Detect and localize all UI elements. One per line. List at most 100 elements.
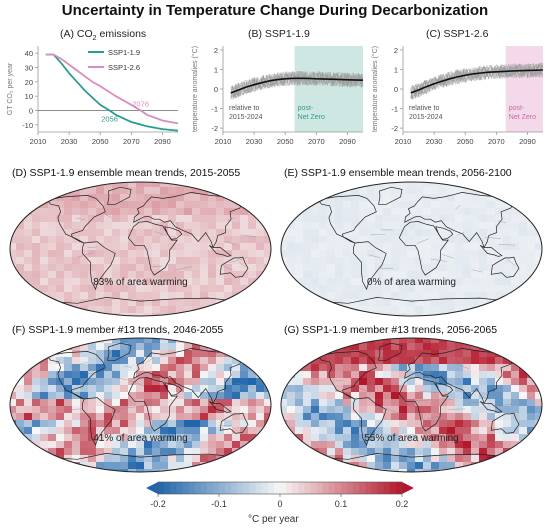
map-cell bbox=[295, 292, 304, 300]
map-cell bbox=[487, 469, 496, 472]
map-cell bbox=[391, 292, 400, 300]
map-cell bbox=[160, 208, 169, 216]
map-cell bbox=[399, 399, 408, 407]
map-cell bbox=[447, 236, 456, 244]
map-cell bbox=[56, 427, 65, 435]
map-cell bbox=[176, 413, 185, 421]
map-field bbox=[281, 182, 542, 316]
continent-outline-namerica bbox=[317, 195, 377, 244]
map-cell bbox=[32, 406, 41, 414]
map-cell bbox=[479, 292, 488, 300]
map-cell bbox=[367, 357, 376, 365]
map-cell bbox=[272, 201, 273, 209]
map-cell bbox=[495, 413, 504, 421]
continent-outline-australia bbox=[490, 412, 520, 434]
map-cell bbox=[168, 420, 177, 428]
map-cell bbox=[423, 229, 432, 237]
map-cell bbox=[527, 257, 536, 265]
map-cell bbox=[415, 182, 424, 188]
map-cell bbox=[40, 208, 49, 216]
map-cell bbox=[519, 385, 528, 393]
map-cell bbox=[192, 378, 201, 386]
map-cell bbox=[16, 229, 25, 237]
map-cell bbox=[32, 455, 41, 463]
map-cell bbox=[176, 420, 185, 428]
map-cell bbox=[479, 469, 488, 472]
map-cell bbox=[295, 427, 304, 435]
map-cell bbox=[511, 392, 520, 400]
map-cell bbox=[264, 469, 271, 472]
map-cell bbox=[447, 292, 456, 300]
map-cell bbox=[281, 250, 288, 258]
map-cell bbox=[343, 271, 352, 279]
map-cell bbox=[535, 455, 542, 463]
map-cell bbox=[40, 215, 49, 223]
map-cell bbox=[72, 292, 81, 300]
map-cell bbox=[351, 441, 360, 449]
map-cell bbox=[240, 455, 249, 463]
map-cell bbox=[224, 378, 233, 386]
area-warming-label: 41% of area warming bbox=[93, 433, 188, 444]
map-cell bbox=[303, 182, 312, 188]
map-cell bbox=[399, 385, 408, 393]
map-cell bbox=[64, 350, 73, 358]
map-cell bbox=[535, 187, 542, 195]
map-cell bbox=[112, 215, 121, 223]
map-cell bbox=[423, 313, 432, 316]
map-cell bbox=[16, 413, 25, 421]
map-cell bbox=[351, 343, 360, 351]
map-cell bbox=[487, 201, 496, 209]
map-cell bbox=[192, 364, 201, 372]
map-cell bbox=[112, 264, 121, 272]
map-cell bbox=[224, 399, 233, 407]
map-cell bbox=[407, 378, 416, 386]
map-cell bbox=[136, 406, 145, 414]
map-cell bbox=[455, 455, 464, 463]
map-cell bbox=[391, 285, 400, 293]
map-cell bbox=[216, 378, 225, 386]
map-cell bbox=[423, 441, 432, 449]
map-cell bbox=[208, 250, 217, 258]
map-cell bbox=[136, 292, 145, 300]
map-cell bbox=[423, 292, 432, 300]
map-cell bbox=[240, 208, 249, 216]
map-cell bbox=[335, 434, 344, 442]
map-cell bbox=[72, 406, 81, 414]
map-cell bbox=[367, 399, 376, 407]
map-cell bbox=[88, 385, 97, 393]
map-cell bbox=[232, 215, 241, 223]
map-cell bbox=[184, 448, 193, 456]
map-cell bbox=[351, 201, 360, 209]
map-cell bbox=[64, 208, 73, 216]
map-cell bbox=[335, 357, 344, 365]
country-border bbox=[227, 217, 236, 221]
panel-b-title: (B) SSP1-1.9 bbox=[248, 28, 310, 40]
map-cell bbox=[447, 462, 456, 470]
map-cell bbox=[176, 306, 185, 314]
map-cell bbox=[256, 285, 265, 293]
map-cell bbox=[487, 462, 496, 470]
map-cell bbox=[447, 215, 456, 223]
map-cell bbox=[455, 343, 464, 351]
map-cell bbox=[200, 399, 209, 407]
map-cell bbox=[10, 306, 17, 314]
map-cell bbox=[383, 420, 392, 428]
map-cell bbox=[439, 264, 448, 272]
map-cell bbox=[120, 462, 129, 470]
map-cell bbox=[423, 343, 432, 351]
colorbar: -0.2 -0.1 0 0.1 0.2 bbox=[146, 481, 414, 509]
map-cell bbox=[367, 278, 376, 286]
map-cell bbox=[359, 448, 368, 456]
map-cell bbox=[136, 264, 145, 272]
map-cell bbox=[535, 313, 542, 316]
map-cell bbox=[208, 222, 217, 230]
map-cell bbox=[120, 413, 129, 421]
map-cell bbox=[319, 285, 328, 293]
map-cell bbox=[487, 222, 496, 230]
map-cell bbox=[184, 413, 193, 421]
map-cell bbox=[527, 222, 536, 230]
map-cell bbox=[112, 406, 121, 414]
map-cell bbox=[48, 292, 57, 300]
map-cell bbox=[375, 455, 384, 463]
map-cell bbox=[144, 250, 153, 258]
